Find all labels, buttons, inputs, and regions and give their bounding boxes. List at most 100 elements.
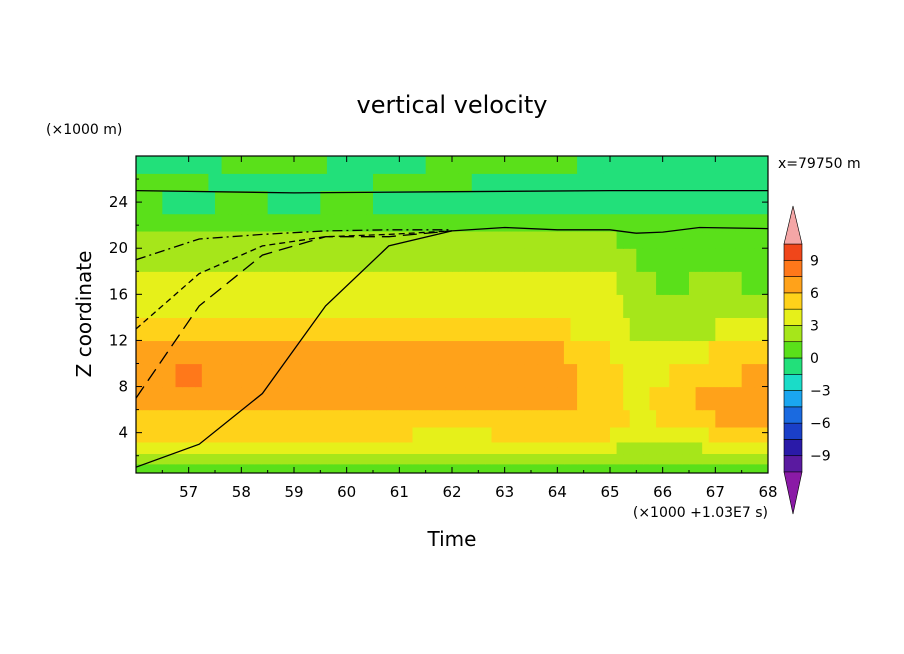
field-cell (261, 213, 269, 232)
field-cell (458, 363, 466, 388)
field-cell (142, 409, 150, 428)
colorbar-tick-label: 6 (810, 286, 819, 302)
field-cell (136, 248, 144, 272)
field-cell (300, 248, 308, 272)
field-cell (761, 156, 768, 174)
field-cell (201, 463, 210, 473)
field-cell (748, 463, 756, 473)
field-cell (662, 173, 670, 192)
field-cell (590, 463, 598, 473)
field-cell (182, 230, 190, 249)
field-cell (346, 386, 354, 411)
field-cell (452, 463, 460, 473)
field-cell (695, 173, 703, 192)
field-cell (300, 426, 308, 443)
field-cell (432, 409, 440, 428)
field-cell (267, 441, 275, 455)
field-cell (333, 463, 341, 473)
field-cell (280, 463, 289, 473)
field-cell (583, 213, 591, 232)
field-cell (294, 386, 302, 411)
field-cell (675, 340, 684, 365)
field-cell (557, 363, 565, 388)
field-cell (234, 156, 242, 174)
field-cell (445, 156, 453, 174)
field-cell (583, 409, 591, 428)
field-cell (432, 248, 440, 272)
field-cell (465, 317, 473, 342)
field-cell (188, 230, 196, 249)
field-cell (366, 363, 374, 388)
field-cell (603, 156, 611, 174)
field-cell (504, 463, 512, 473)
field-cell (616, 317, 624, 342)
field-cell (669, 190, 677, 215)
field-cell (550, 340, 558, 365)
field-cell (274, 156, 282, 174)
field-cell (550, 463, 558, 473)
field-cell (662, 156, 670, 174)
field-cell (445, 271, 453, 295)
field-cell (195, 441, 203, 455)
field-cell (662, 213, 670, 232)
field-cell (550, 317, 558, 342)
field-cell (557, 453, 565, 465)
field-cell (155, 317, 163, 342)
field-cell (662, 363, 670, 388)
field-cell (267, 426, 275, 443)
field-cell (689, 213, 697, 232)
field-cell (452, 317, 460, 342)
field-cell (708, 386, 716, 411)
field-cell (142, 441, 150, 455)
field-cell (610, 317, 618, 342)
field-cell (149, 213, 157, 232)
x-axis: 57 58 59 60 61 62 63 64 65 66 67 68 (161, 156, 778, 501)
field-cell (577, 248, 585, 272)
field-cell (754, 363, 763, 388)
field-cell (596, 271, 605, 295)
field-cell (188, 317, 196, 342)
field-cell (373, 190, 381, 215)
y-tick-label: 4 (118, 424, 128, 442)
field-cell (182, 156, 190, 174)
field-cell (570, 386, 578, 411)
field-cell (136, 213, 144, 232)
field-cell (471, 441, 479, 455)
field-cell (353, 230, 361, 249)
field-cell (590, 271, 598, 295)
field-cell (754, 190, 763, 215)
field-cell (373, 294, 381, 318)
field-cell (728, 463, 736, 473)
field-cell (445, 409, 453, 428)
field-cell (346, 173, 354, 192)
field-cell (373, 426, 381, 443)
field-cell (531, 386, 539, 411)
field-cell (425, 173, 433, 192)
field-cell (432, 230, 440, 249)
field-cell (682, 426, 690, 443)
field-cell (583, 317, 591, 342)
field-cell (761, 463, 768, 473)
field-cell (662, 317, 670, 342)
field-cell (741, 441, 749, 455)
field-cell (484, 248, 493, 272)
field-cell (504, 441, 512, 455)
field-cell (280, 409, 289, 428)
field-cell (669, 463, 677, 473)
field-cell (313, 317, 321, 342)
field-cell (537, 248, 545, 272)
field-cell (669, 213, 677, 232)
field-cell (524, 453, 532, 465)
field-cell (412, 248, 420, 272)
field-cell (715, 213, 723, 232)
field-cell (550, 213, 558, 232)
field-cell (221, 294, 229, 318)
field-cell (458, 156, 466, 174)
field-cell (346, 213, 354, 232)
field-cell (386, 156, 394, 174)
field-cell (228, 463, 236, 473)
field-cell (471, 156, 479, 174)
field-cell (392, 317, 400, 342)
field-cell (458, 386, 466, 411)
field-cell (287, 363, 295, 388)
